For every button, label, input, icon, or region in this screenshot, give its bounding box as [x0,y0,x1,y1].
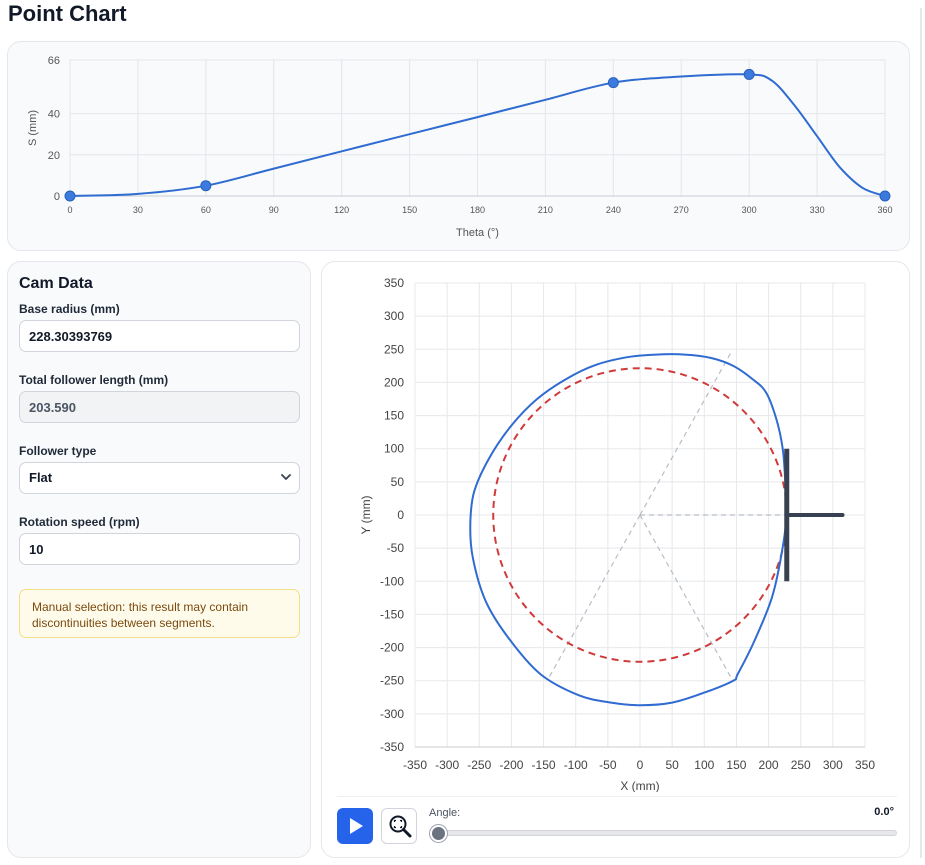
x-tick-label: 30 [133,205,143,215]
x-tick-label: 350 [855,758,875,772]
x-tick-label: 250 [791,758,811,772]
x-tick-label: -200 [499,758,523,772]
angle-value: 0.0° [874,806,894,818]
y-tick-label: 50 [391,475,405,489]
y-tick-label: -100 [380,574,404,588]
base-radius-input[interactable] [19,320,300,352]
zoom-reset-icon [389,815,412,838]
x-tick-label: -150 [532,758,556,772]
x-tick-label: 150 [402,205,417,215]
y-tick-label: 66 [48,55,60,67]
y-tick-label: 40 [48,109,60,121]
x-tick-label: -300 [435,758,459,772]
x-tick-label: 300 [823,758,843,772]
x-tick-label: 200 [759,758,779,772]
x-axis-label: Theta (°) [456,227,499,239]
displacement-chart-panel: 0 30 60 90 120 150 180 210 240 270 300 330 360 0 20 40 6… [7,41,910,251]
x-tick-label: 210 [538,205,553,215]
y-tick-label: 0 [54,191,60,203]
angle-label: Angle: [429,807,461,819]
x-tick-label: 360 [877,205,892,215]
x-tick-label: 50 [665,758,679,772]
x-tick-label: -50 [599,758,617,772]
y-tick-label: 0 [397,508,404,522]
cam-data-panel: Cam Data Base radius (mm) Total follower… [7,261,311,858]
x-tick-label: 240 [606,205,621,215]
control-point [200,180,212,192]
angle-slider-track[interactable] [434,830,897,836]
y-tick-label: 20 [48,150,60,162]
cam-profile-panel: -350 -300 -250 -200 -150 -100 -50 0 50 100 150 200 2… [321,261,910,858]
follower-length-field [19,391,300,423]
cam-profile-curve [469,353,788,707]
segment-ray [548,514,641,678]
x-tick-label: 180 [470,205,485,215]
y-tick-label: -50 [387,541,405,555]
y-tick-label: -300 [380,707,404,721]
x-tick-label: 270 [674,205,689,215]
scrollbar-edge [920,8,922,858]
x-tick-label: 330 [810,205,825,215]
x-tick-label: 90 [269,205,279,215]
segment-ray [639,352,732,516]
y-tick-label: -200 [380,641,404,655]
displacement-grid [69,59,886,197]
x-tick-label: -350 [403,758,427,772]
y-tick-label: 200 [384,375,404,389]
control-point [743,68,755,80]
x-tick-label: -100 [564,758,588,772]
x-tick-label: 300 [742,205,757,215]
control-point [879,190,891,202]
y-tick-label: 300 [384,309,404,323]
y-tick-label: 150 [384,409,404,423]
x-tick-label: 150 [726,758,746,772]
controls-divider [337,796,897,797]
y-axis-label: Y (mm) [359,495,373,534]
rotation-speed-input[interactable] [19,533,300,565]
play-icon [350,818,363,834]
displacement-chart: 0 30 60 90 120 150 180 210 240 270 300 330 360 0 20 40 6… [27,55,893,239]
y-tick-label: -350 [380,740,404,754]
y-tick-label: 100 [384,442,404,456]
y-tick-label: 350 [384,276,404,290]
x-tick-label: 60 [201,205,211,215]
profile-grid [414,282,866,748]
x-tick-label: 0 [67,205,72,215]
cam-profile-chart: -350 -300 -250 -200 -150 -100 -50 0 50 100 150 200 2… [359,276,875,792]
control-point [607,77,619,89]
x-axis-label: X (mm) [620,779,659,792]
control-point [64,190,76,202]
angle-slider-thumb[interactable] [430,825,447,842]
follower-type-select[interactable]: Flat [19,462,300,494]
x-tick-label: 100 [694,758,714,772]
x-tick-label: 0 [637,758,644,772]
x-tick-label: -250 [467,758,491,772]
y-tick-label: -250 [380,674,404,688]
follower-type-label: Follower type [19,444,97,458]
page-title: Point Chart [8,1,127,26]
zoom-reset-button[interactable] [381,808,417,844]
displacement-curve [69,73,886,197]
segment-ray [639,514,732,678]
y-tick-label: -150 [380,607,404,621]
y-tick-label: 250 [384,342,404,356]
y-axis-label: S (mm) [27,110,39,146]
x-tick-label: 120 [334,205,349,215]
rotation-speed-label: Rotation speed (rpm) [19,515,140,529]
follower-length-label: Total follower length (mm) [19,373,169,387]
follower-type-wrapper[interactable]: Flat [19,462,300,494]
discontinuity-warning: Manual selection: this result may contai… [19,589,300,638]
base-radius-label: Base radius (mm) [19,302,120,316]
play-button[interactable] [337,808,373,844]
cam-data-heading: Cam Data [19,275,93,292]
